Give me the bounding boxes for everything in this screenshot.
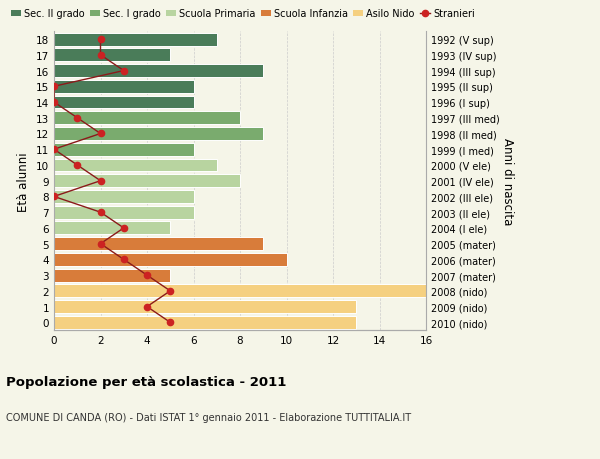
- Bar: [54, 112, 240, 125]
- Bar: [54, 190, 193, 203]
- Bar: [54, 222, 170, 235]
- Bar: [54, 128, 263, 140]
- Bar: [54, 238, 263, 251]
- Legend: Sec. II grado, Sec. I grado, Scuola Primaria, Scuola Infanzia, Asilo Nido, Stran: Sec. II grado, Sec. I grado, Scuola Prim…: [11, 10, 475, 19]
- Bar: [54, 175, 240, 188]
- Bar: [54, 65, 263, 78]
- Bar: [54, 49, 170, 62]
- Bar: [54, 34, 217, 46]
- Bar: [54, 285, 426, 297]
- Bar: [54, 96, 193, 109]
- Bar: [54, 159, 217, 172]
- Text: Popolazione per età scolastica - 2011: Popolazione per età scolastica - 2011: [6, 375, 286, 388]
- Y-axis label: Anni di nascita: Anni di nascita: [500, 138, 514, 225]
- Bar: [54, 144, 193, 157]
- Bar: [54, 206, 193, 219]
- Bar: [54, 269, 170, 282]
- Bar: [54, 253, 287, 266]
- Text: COMUNE DI CANDA (RO) - Dati ISTAT 1° gennaio 2011 - Elaborazione TUTTITALIA.IT: COMUNE DI CANDA (RO) - Dati ISTAT 1° gen…: [6, 412, 411, 422]
- Bar: [54, 81, 193, 94]
- Y-axis label: Età alunni: Età alunni: [17, 151, 31, 211]
- Bar: [54, 301, 356, 313]
- Bar: [54, 316, 356, 329]
